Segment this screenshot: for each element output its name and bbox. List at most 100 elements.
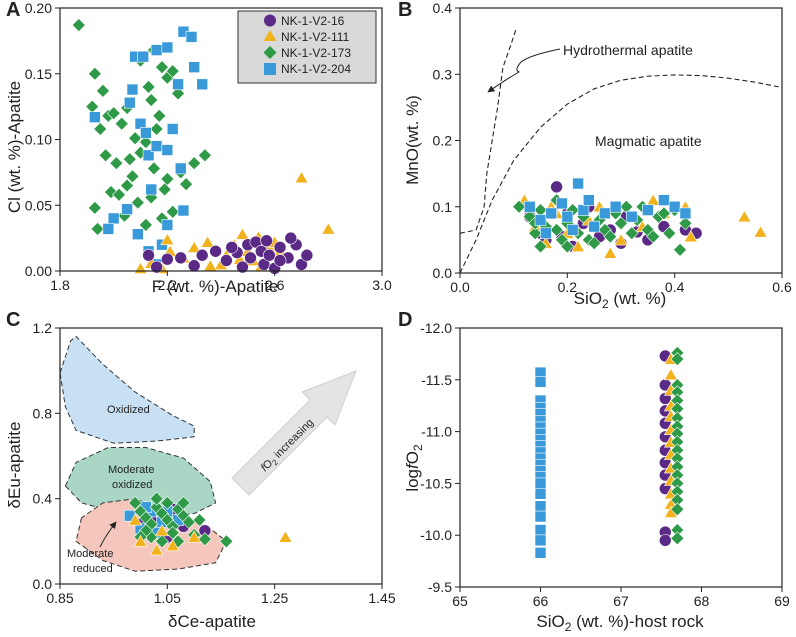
panel-c-point-nk-1-v2-173 xyxy=(176,496,191,510)
panel-b-point-nk-1-v2-111 xyxy=(571,239,586,252)
panel-d-point-nk-1-v2-16 xyxy=(658,534,672,547)
panel-c-point-nk-1-v2-111 xyxy=(154,524,169,537)
panel-a-point-nk-1-v2-173 xyxy=(138,135,153,150)
panel-b-point-nk-1-v2-204 xyxy=(534,214,547,226)
panel-a-point-nk-1-v2-111 xyxy=(294,171,309,184)
panel-b-point-nk-1-v2-204 xyxy=(540,227,552,240)
panel-a-point-nk-1-v2-16 xyxy=(273,241,287,254)
panel-a-point-nk-1-v2-16 xyxy=(150,260,163,274)
legend-marker-nk-1-v2-16 xyxy=(264,14,276,27)
panel-a-point-nk-1-v2-111 xyxy=(203,259,218,272)
panel-a-x-tick-label: 2.6 xyxy=(265,277,285,293)
panel-a-point-nk-1-v2-173 xyxy=(187,156,202,171)
panel-c-point-nk-1-v2-173 xyxy=(155,534,169,549)
legend-label-nk-1-v2-16: NK-1-V2-16 xyxy=(281,14,345,28)
panel-c: C δEu-apatite δCe-apatite fO2 increasing… xyxy=(5,309,396,631)
panel-b-point-nk-1-v2-173 xyxy=(673,242,687,257)
panel-b-letter: B xyxy=(398,0,412,21)
panel-b-x-tick-label: 0.0 xyxy=(450,279,470,295)
panel-c-point-nk-1-v2-111 xyxy=(149,543,164,556)
panel-a-point-nk-1-v2-16 xyxy=(174,251,188,265)
panel-a-point-nk-1-v2-16 xyxy=(284,231,298,245)
moderate-oxidized-label-line2: oxidized xyxy=(112,479,152,491)
panel-c-plot-area xyxy=(123,491,293,556)
panel-d-point-nk-1-v2-173 xyxy=(670,502,685,517)
panel-b-point-nk-1-v2-204 xyxy=(625,210,638,223)
panel-a-point-nk-1-v2-16 xyxy=(209,244,222,258)
panel-c-y-tick-label: 1.2 xyxy=(33,320,53,336)
panel-d-x-tick-label: 66 xyxy=(533,593,549,609)
panel-a-x-tick-label: 3.0 xyxy=(372,277,392,293)
moderate-reduced-pointer-arrow xyxy=(99,521,117,548)
panel-c-point-nk-1-v2-173 xyxy=(160,496,175,510)
panel-a-point-nk-1-v2-173 xyxy=(122,152,137,167)
panel-a-letter: A xyxy=(6,0,20,21)
panel-a-plot-area xyxy=(71,18,336,275)
panel-a-point-nk-1-v2-204 xyxy=(177,204,190,217)
panel-d-point-nk-1-v2-173 xyxy=(670,531,685,546)
panel-d: D logfO2 SiO2 (wt. %)-host rock 65 66 67 68… xyxy=(398,309,790,634)
legend-marker-nk-1-v2-204 xyxy=(264,63,276,75)
panel-a-point-nk-1-v2-16 xyxy=(187,259,201,273)
panel-c-y-tick-label: 0.4 xyxy=(33,491,53,507)
hydrothermal-boundary-curve xyxy=(459,27,517,234)
panel-a-point-nk-1-v2-204 xyxy=(107,212,120,225)
panel-b-y-tick-label: 0.3 xyxy=(433,66,453,82)
panel-a-point-nk-1-v2-204 xyxy=(161,41,174,54)
panel-d-point-nk-1-v2-204 xyxy=(534,500,547,512)
panel-a-point-nk-1-v2-173 xyxy=(179,177,194,192)
panel-a-point-nk-1-v2-173 xyxy=(165,204,180,219)
panel-a-point-nk-1-v2-16 xyxy=(236,260,249,274)
panel-d-point-nk-1-v2-204 xyxy=(534,477,547,490)
panel-b-plot-area xyxy=(459,27,783,274)
oxidized-region xyxy=(59,336,195,444)
panel-b-point-nk-1-v2-173 xyxy=(533,239,548,254)
panel-a-point-nk-1-v2-173 xyxy=(120,178,135,193)
panel-a-point-nk-1-v2-204 xyxy=(196,78,209,91)
panel-b: B MnO(wt. %) SiO2 (wt. %) 0.0 0.2 0.4 0.60.… xyxy=(398,0,792,311)
panel-d-x-tick-label: 65 xyxy=(452,593,468,609)
moderate-reduced-label-line1: Moderate xyxy=(67,548,113,560)
panel-b-ticks: 0.0 0.2 0.4 0.6 0.0 0.1 0.2 0.3 0.4 xyxy=(433,0,792,295)
hydrothermal-apatite-label: Hydrothermal apatite xyxy=(563,42,693,58)
magmatic-apatite-label: Magmatic apatite xyxy=(595,133,702,149)
panel-b-y-tick-label: 0.4 xyxy=(433,0,453,16)
panel-d-y-tick-label: -12.0 xyxy=(420,320,452,336)
panel-a-y-tick-label: 0.05 xyxy=(25,197,52,213)
panel-b-x-tick-label: 0.2 xyxy=(558,279,578,295)
panel-b-point-nk-1-v2-204 xyxy=(523,200,536,213)
panel-a-point-nk-1-v2-204 xyxy=(123,96,136,109)
panel-b-x-tick-label: 0.6 xyxy=(772,279,792,295)
panel-a-point-nk-1-v2-16 xyxy=(142,248,155,262)
panel-c-point-nk-1-v2-111 xyxy=(128,513,143,526)
panel-a-point-nk-1-v2-173 xyxy=(155,60,169,75)
panel-b-y-tick-label: 0.2 xyxy=(433,133,453,149)
panel-a-point-nk-1-v2-173 xyxy=(146,161,161,176)
panel-c-y-axis-title: δEu-apatite xyxy=(5,422,24,509)
panel-b-point-nk-1-v2-204 xyxy=(577,204,590,216)
panel-b-point-nk-1-v2-204 xyxy=(561,210,574,223)
panel-c-point-nk-1-v2-111 xyxy=(278,530,293,543)
panel-b-point-nk-1-v2-173 xyxy=(614,216,628,231)
panel-c-point-nk-1-v2-111 xyxy=(187,530,202,543)
panel-c-point-nk-1-v2-173 xyxy=(219,534,234,549)
panel-b-point-nk-1-v2-204 xyxy=(609,200,622,213)
panel-a-point-nk-1-v2-111 xyxy=(321,222,336,235)
panel-b-point-nk-1-v2-204 xyxy=(582,194,595,206)
legend-label-nk-1-v2-173: NK-1-V2-173 xyxy=(281,46,351,60)
panel-a-point-nk-1-v2-111 xyxy=(200,235,215,248)
panel-a-point-nk-1-v2-173 xyxy=(160,172,175,186)
panel-a-point-nk-1-v2-111 xyxy=(187,240,202,253)
panel-b-point-nk-1-v2-173 xyxy=(678,216,693,231)
panel-c-x-tick-label: 0.85 xyxy=(46,590,73,606)
panel-d-y-tick-label: -11.0 xyxy=(421,424,452,440)
panel-a-ticks: 1.8 2.2 2.6 3.0 0.00 0.05 0.10 0.15 0.20 xyxy=(25,0,392,293)
panel-d-point-nk-1-v2-173 xyxy=(670,352,685,367)
panel-a-point-nk-1-v2-173 xyxy=(149,122,164,136)
panel-b-point-nk-1-v2-204 xyxy=(668,200,681,213)
panel-d-ticks: 65 66 67 68 69 -9.5 -10.0 -10.5 -11.0 -11.5 -12.0 xyxy=(420,320,790,609)
panel-a-point-nk-1-v2-16 xyxy=(300,248,314,262)
legend: NK-1-V2-16 NK-1-V2-111 NK-1-V2-173 NK-1-… xyxy=(237,10,377,84)
panel-b-point-nk-1-v2-16 xyxy=(550,180,563,194)
panel-a-point-nk-1-v2-173 xyxy=(125,169,140,184)
